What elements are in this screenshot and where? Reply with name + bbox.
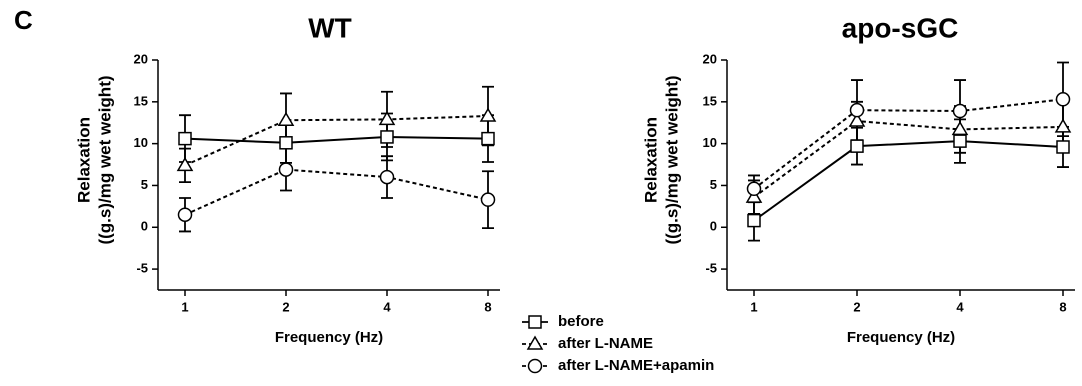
data-point xyxy=(177,207,193,222)
y-axis-label: ((g.s)/mg wet weight) xyxy=(95,75,114,244)
data-point xyxy=(178,131,192,146)
y-tick-label: 5 xyxy=(710,177,717,192)
y-axis-label: ((g.s)/mg wet weight) xyxy=(662,75,681,244)
series-line xyxy=(753,140,1064,222)
data-point xyxy=(747,213,761,228)
data-point xyxy=(277,111,295,126)
y-tick-label: 15 xyxy=(703,93,717,108)
series-line xyxy=(753,98,1064,190)
legend-marker xyxy=(528,315,542,329)
data-point xyxy=(378,110,396,126)
legend-marker xyxy=(526,335,544,350)
y-tick-label: 15 xyxy=(134,93,148,108)
data-point xyxy=(481,131,495,146)
x-tick-label: 8 xyxy=(484,299,491,314)
y-axis-label: Relaxation xyxy=(641,117,660,203)
data-point xyxy=(849,102,865,118)
y-tick-label: 0 xyxy=(141,219,148,234)
data-point xyxy=(380,130,394,144)
y-tick-label: -5 xyxy=(136,261,148,276)
y-tick-label: 10 xyxy=(703,135,717,150)
x-axis-label: Frequency (Hz) xyxy=(847,329,955,346)
data-point xyxy=(379,169,395,185)
data-point xyxy=(848,112,866,127)
data-point xyxy=(278,162,294,177)
chart-title: apo-sGC xyxy=(842,12,959,43)
x-axis-label: Frequency (Hz) xyxy=(275,329,383,346)
legend-label: after L-NAME xyxy=(558,335,653,352)
data-point xyxy=(951,120,969,136)
data-point xyxy=(176,156,194,172)
y-tick-label: 10 xyxy=(134,135,148,150)
series-line xyxy=(184,115,489,167)
data-point xyxy=(1056,140,1070,154)
series-line xyxy=(184,168,489,216)
y-tick-label: 5 xyxy=(141,177,148,192)
panel-label: C xyxy=(14,5,33,35)
chart-title: WT xyxy=(308,12,352,43)
y-tick-label: 20 xyxy=(134,51,148,66)
data-point xyxy=(479,107,497,122)
series-line xyxy=(753,120,1064,198)
x-tick-label: 4 xyxy=(383,299,391,314)
x-tick-label: 2 xyxy=(853,299,860,314)
y-tick-label: -5 xyxy=(705,261,717,276)
data-point xyxy=(850,139,864,153)
data-point xyxy=(1054,118,1072,133)
y-tick-label: 0 xyxy=(710,219,717,234)
data-point xyxy=(745,188,763,203)
legend-marker xyxy=(527,358,543,374)
data-point xyxy=(1055,92,1071,107)
x-tick-label: 4 xyxy=(956,299,964,314)
y-axis-label: Relaxation xyxy=(74,117,93,203)
data-point xyxy=(952,103,968,119)
legend-label: before xyxy=(558,313,604,330)
data-point xyxy=(279,136,293,150)
x-tick-label: 2 xyxy=(282,299,289,314)
x-tick-label: 1 xyxy=(181,299,188,314)
data-point xyxy=(746,181,762,197)
data-point xyxy=(480,192,496,207)
series-line xyxy=(184,135,489,144)
x-tick-label: 1 xyxy=(750,299,757,314)
data-point xyxy=(953,134,967,148)
y-tick-label: 20 xyxy=(703,51,717,66)
x-tick-label: 8 xyxy=(1059,299,1066,314)
legend-label: after L-NAME+apamin xyxy=(558,357,714,374)
